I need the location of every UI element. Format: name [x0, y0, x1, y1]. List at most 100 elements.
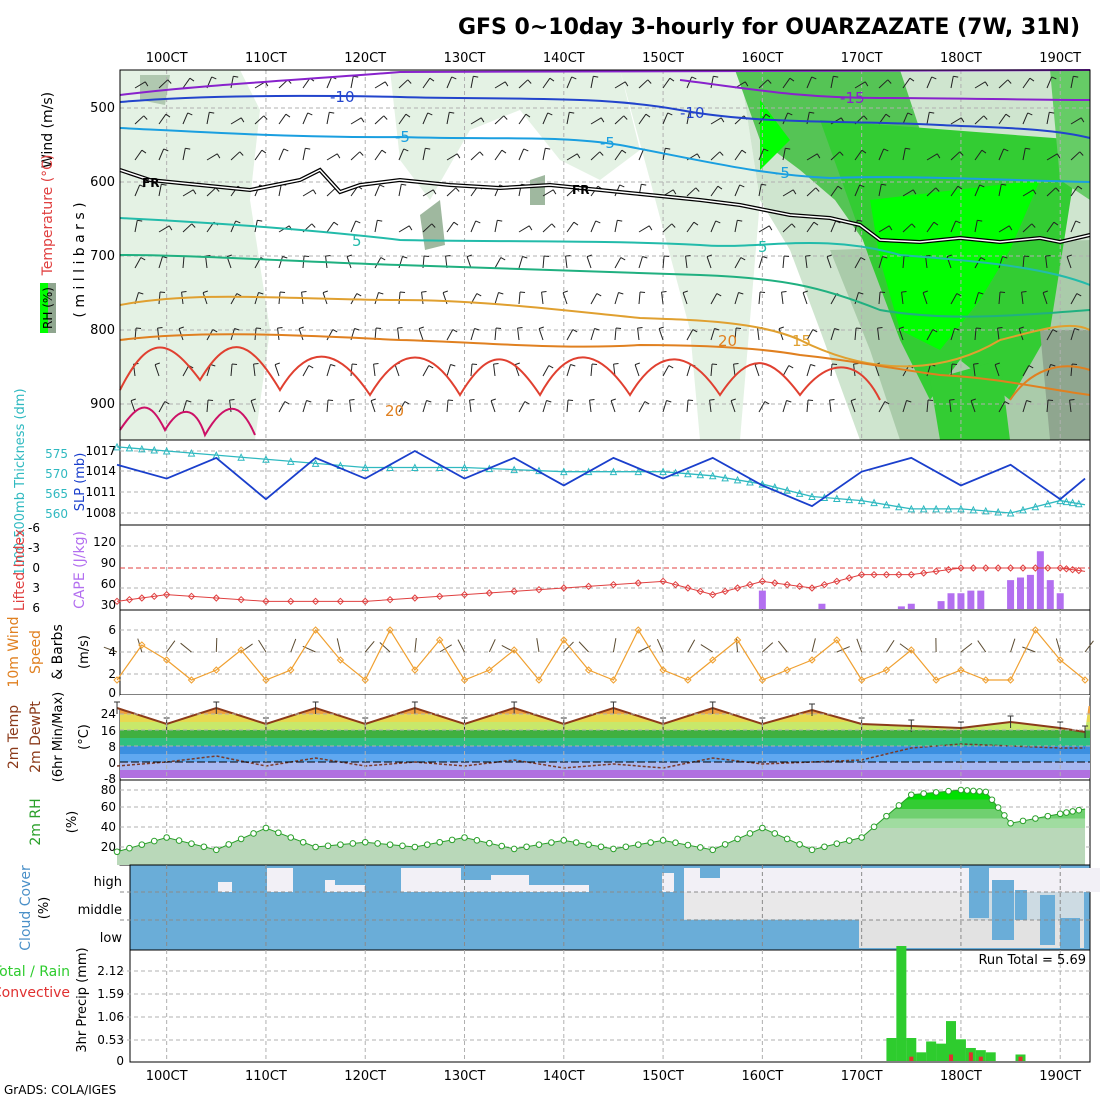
wind-barb	[542, 256, 545, 269]
wind-barb	[182, 112, 189, 125]
wind-barb-flag	[1074, 328, 1080, 331]
lifted-index-marker	[957, 564, 965, 572]
cape-panel	[113, 524, 1091, 611]
thickness-marker	[808, 492, 816, 500]
wind-barb	[638, 256, 643, 269]
wind-barb	[1046, 400, 1049, 413]
wind-barb	[998, 184, 1002, 197]
wind-barb	[566, 364, 571, 377]
wind-barb-flag	[970, 398, 976, 402]
wind-barb	[298, 328, 304, 341]
time-tick-label: 160CT	[741, 1069, 783, 1084]
wind-barb	[1022, 112, 1029, 125]
wind-barb-flag	[720, 117, 725, 123]
wind-barb-flag	[833, 75, 839, 78]
wind-barb	[541, 292, 544, 305]
wind-barb-flag	[658, 326, 664, 330]
wind10-barb	[1010, 638, 1016, 653]
wind-barb-flag	[360, 117, 365, 123]
wind-barb	[974, 149, 983, 161]
rh2m-marker	[163, 834, 170, 841]
wind-barb	[230, 117, 242, 125]
wind-barb	[230, 364, 233, 377]
wind-barb-flag	[186, 400, 192, 403]
precip-label-3: 3hr Precip (mm)	[75, 947, 90, 1052]
footer-credit: GrADS: COLA/IGES	[4, 1083, 116, 1097]
wind-barb-flag	[826, 254, 832, 258]
lifted-index-marker	[162, 590, 171, 599]
wind-barb-flag	[925, 254, 931, 257]
wind-barb	[278, 113, 287, 125]
svg-text:-3: -3	[28, 541, 40, 555]
wind-barb-flag	[235, 220, 241, 224]
wind10-barb	[414, 638, 417, 653]
wind-speed-marker	[361, 676, 369, 684]
svg-text:80: 80	[101, 783, 116, 797]
rh2m-marker	[1056, 810, 1064, 818]
wind-barb	[638, 225, 650, 233]
wind-barb-flag	[997, 326, 1003, 329]
wind-barb	[734, 328, 737, 341]
rh2m-marker	[1007, 819, 1014, 827]
wind-barb-flag	[1051, 76, 1057, 80]
wind-barb-flag	[864, 81, 869, 87]
svg-text:2.12: 2.12	[97, 964, 124, 978]
wind-barb-flag	[514, 362, 520, 366]
wind-barb-flag	[157, 326, 163, 329]
lifted-index-marker	[510, 587, 518, 596]
wind10-label-1: 10m Wind	[6, 616, 22, 687]
wind-barb-flag	[682, 290, 688, 294]
wind-barb	[638, 113, 647, 125]
rh2m-marker	[1001, 812, 1008, 819]
wind-speed-marker	[659, 666, 667, 674]
wind-speed-marker	[684, 676, 692, 684]
slp-panel	[113, 439, 1091, 526]
contour-label: 20	[718, 332, 737, 350]
wind-barb	[974, 115, 985, 125]
wind-barb	[902, 112, 909, 125]
wind-barb-flag	[370, 398, 376, 402]
cloud-patches	[700, 868, 1080, 948]
wind-barb-flag	[787, 112, 793, 116]
wind-barb-flag	[322, 290, 328, 294]
wind-barb-flag	[741, 149, 747, 154]
wind-barb-flag	[140, 257, 146, 261]
wind-speed-marker	[113, 676, 121, 684]
svg-text:575: 575	[45, 447, 68, 461]
lifted-index-marker	[535, 585, 543, 594]
wind-barb-flag	[785, 147, 791, 150]
wind-barb-flag	[349, 398, 355, 401]
wind-barb	[470, 364, 473, 377]
wind-barb-flag	[888, 225, 893, 231]
wind-barb	[589, 400, 592, 413]
wind-barb-flag	[788, 365, 794, 369]
cape-bar	[1007, 580, 1015, 609]
contour-label: FR	[142, 176, 159, 190]
time-tick-label: 130CT	[444, 51, 486, 66]
wind-speed-marker	[187, 676, 196, 684]
wind-barb-flag	[881, 183, 887, 186]
wind10-barb	[290, 638, 297, 653]
lifted-index-marker	[1068, 565, 1077, 574]
wind-barb-flag	[667, 112, 673, 116]
wind-barb-flag	[325, 254, 331, 257]
wind-barb	[806, 187, 817, 197]
wind-barb-flag	[907, 112, 913, 116]
wind-barb-flag	[786, 400, 792, 403]
cape-ticks: 120 90 60 30	[93, 535, 116, 612]
wind-barb	[446, 329, 454, 341]
wind-barb-flag	[763, 148, 769, 152]
wind-barb-flag	[263, 115, 268, 120]
wind-speed-marker	[907, 646, 915, 654]
wind-barb	[590, 328, 595, 341]
wind-barb	[494, 220, 498, 233]
lifted-index-marker	[1019, 564, 1027, 572]
wind-barb	[1046, 112, 1050, 125]
wind-barb	[926, 400, 929, 413]
cape-bar	[897, 606, 905, 609]
wind-barb-flag	[719, 151, 724, 156]
wind-barb	[206, 153, 218, 161]
svg-text:20: 20	[101, 840, 116, 854]
wind-barb-flag	[716, 293, 722, 297]
wind-barb-flag	[192, 189, 197, 195]
